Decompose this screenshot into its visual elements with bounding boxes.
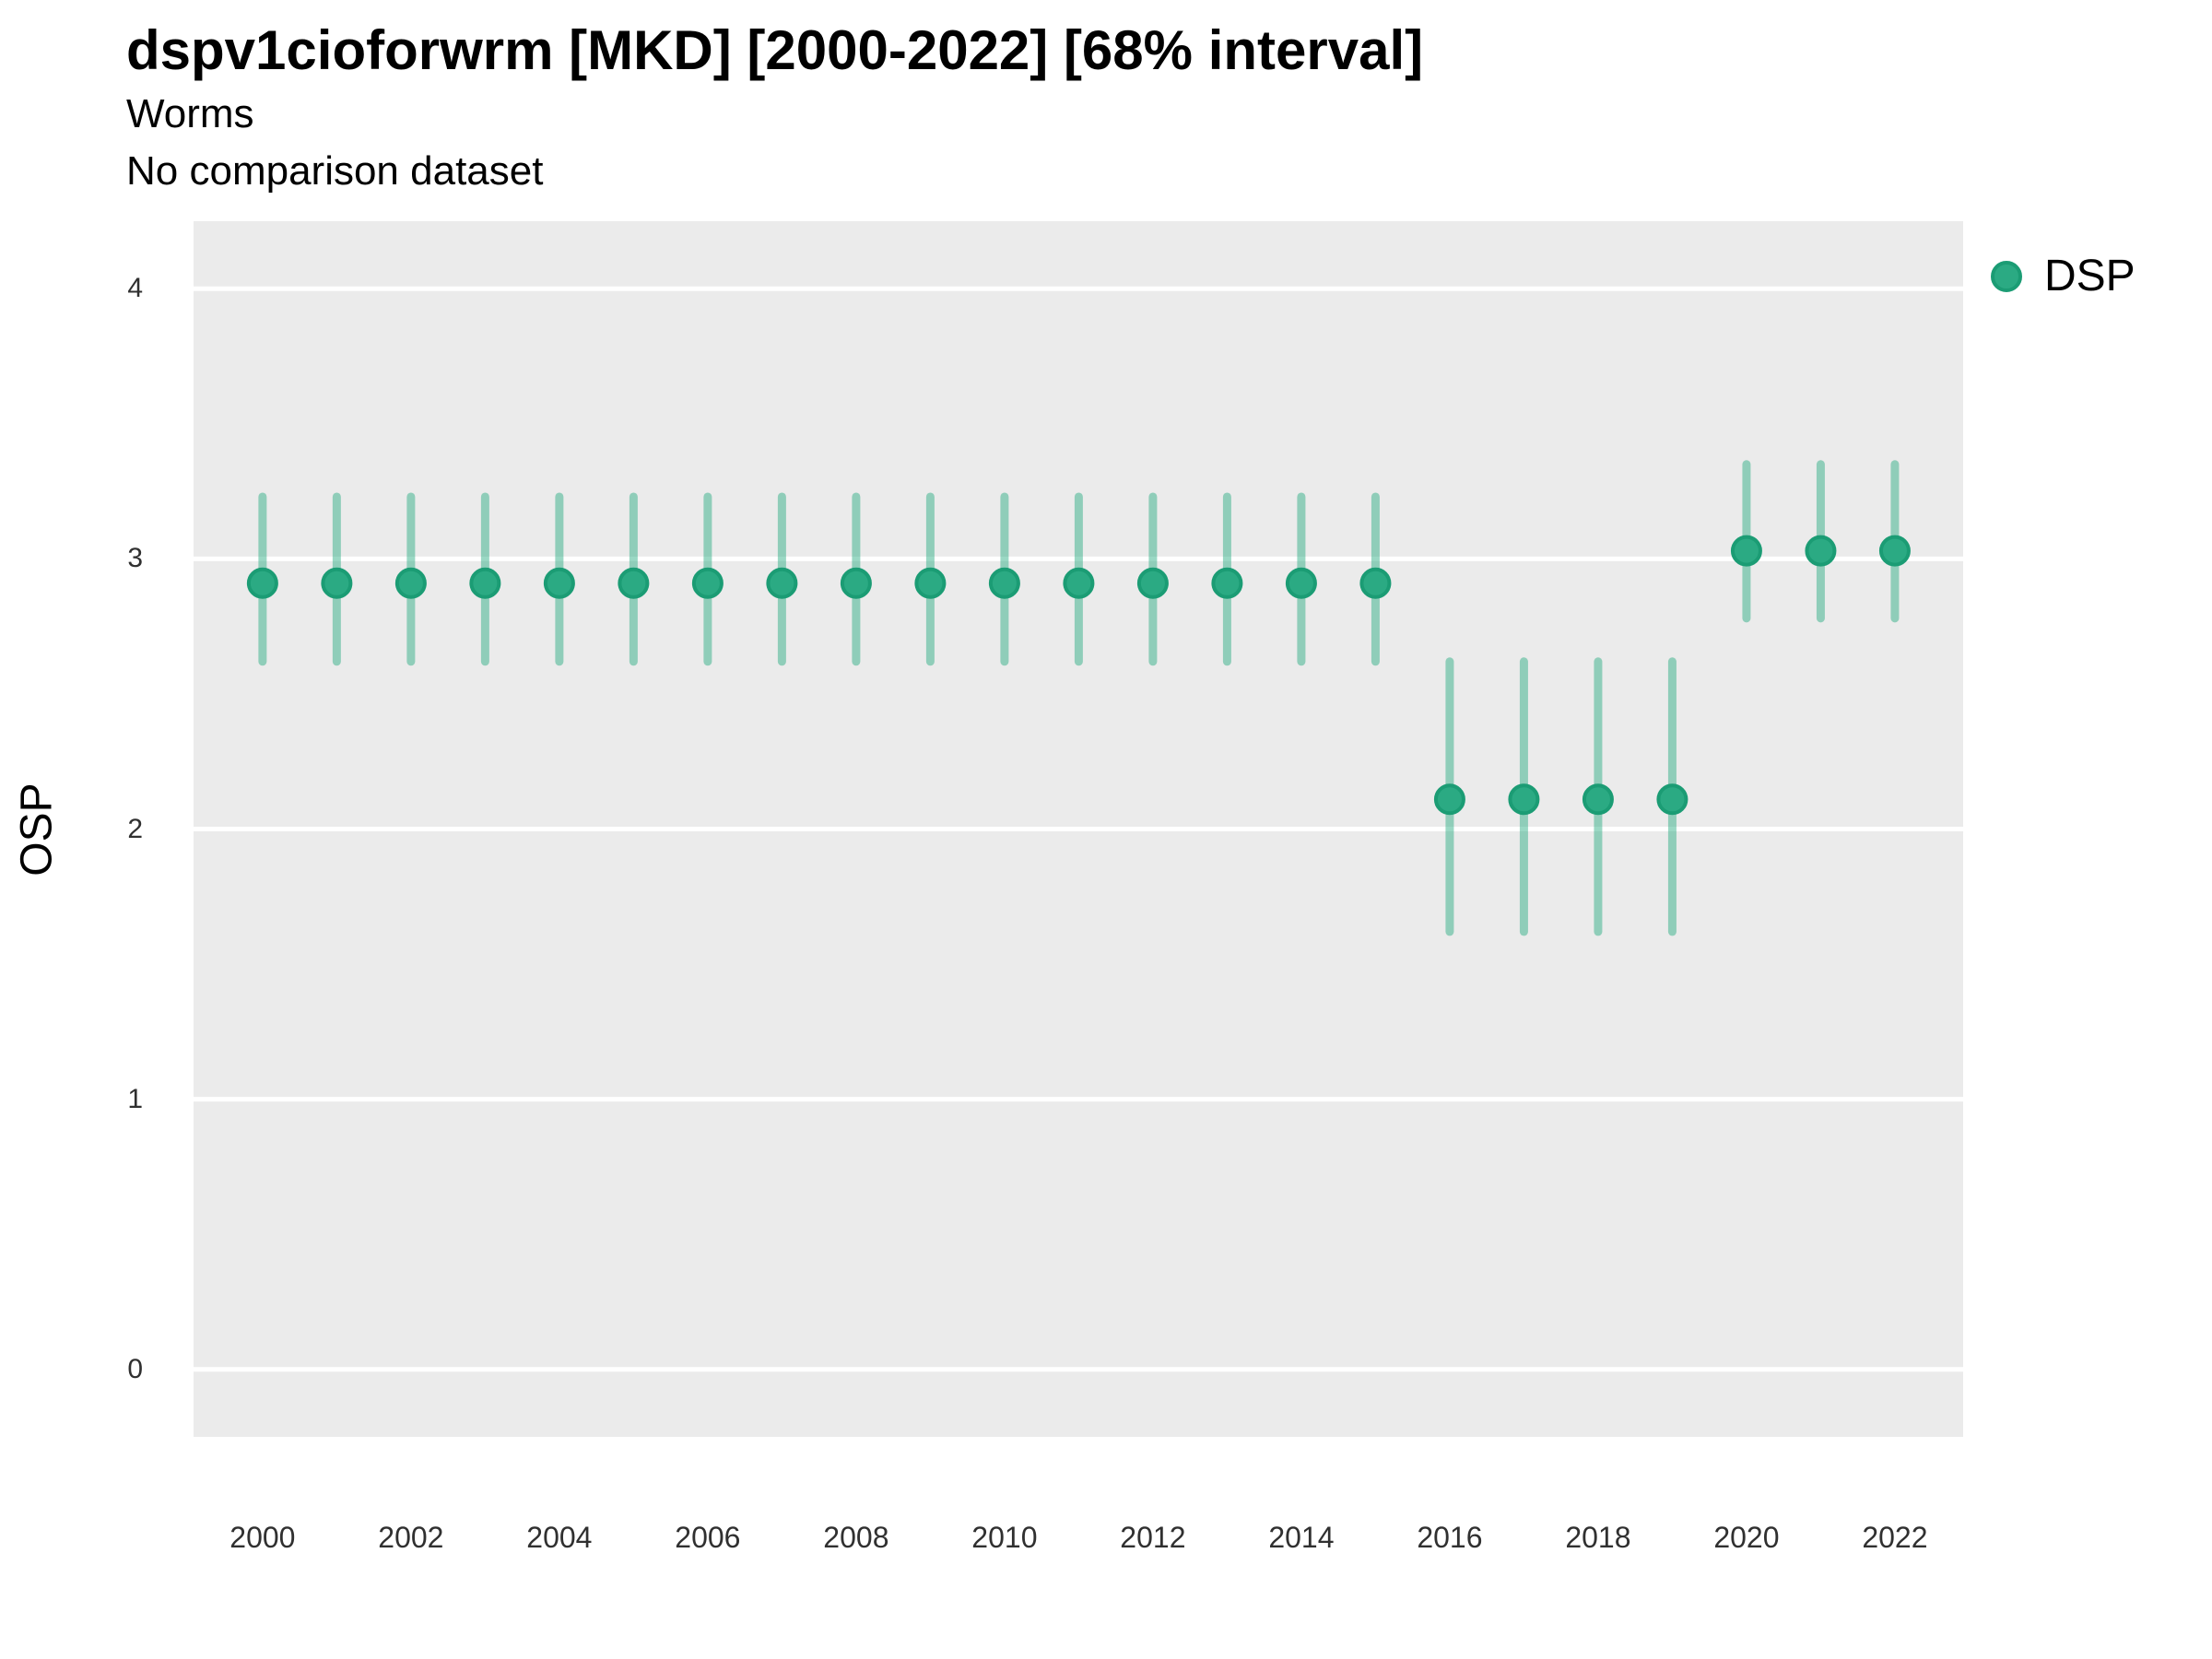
data-point-2006 (691, 567, 724, 599)
legend-label-dsp: DSP (2044, 252, 2136, 300)
data-point-2000 (246, 567, 278, 599)
x-tick-label-2000: 2000 (229, 1521, 296, 1554)
x-tick-label-2020: 2020 (1713, 1521, 1780, 1554)
y-tick-label-2: 2 (127, 813, 143, 844)
y-tick-label-4: 4 (127, 273, 143, 304)
data-point-2004 (543, 567, 575, 599)
plot-panel (194, 221, 1963, 1437)
data-point-2009 (914, 567, 947, 599)
x-tick-label-2006: 2006 (675, 1521, 741, 1554)
data-point-2014 (1285, 567, 1317, 599)
data-point-2002 (394, 567, 427, 599)
y-tick-label-3: 3 (127, 543, 143, 574)
x-tick-label-2002: 2002 (378, 1521, 444, 1554)
legend: DSP (1991, 251, 2136, 301)
y-tick-label-0: 0 (127, 1353, 143, 1384)
x-tick-label-2022: 2022 (1862, 1521, 1928, 1554)
x-tick-label-2004: 2004 (526, 1521, 593, 1554)
data-point-2019 (1656, 783, 1688, 816)
data-point-2018 (1582, 783, 1614, 816)
chart-header: dspv1cioforwrm [MKD] [2000-2022] [68% in… (126, 20, 1423, 195)
legend-point-icon (1991, 260, 2022, 292)
y-tick-label-1: 1 (127, 1083, 143, 1114)
data-point-2022 (1878, 535, 1911, 567)
data-point-2021 (1805, 535, 1837, 567)
data-point-2013 (1211, 567, 1243, 599)
chart-subtitle-line1: Worms (126, 91, 254, 136)
x-tick-label-2008: 2008 (823, 1521, 889, 1554)
data-point-2020 (1730, 535, 1762, 567)
x-tick-label-2010: 2010 (971, 1521, 1038, 1554)
data-point-2005 (618, 567, 650, 599)
x-tick-label-2016: 2016 (1417, 1521, 1483, 1554)
data-point-2011 (1063, 567, 1095, 599)
data-point-2017 (1508, 783, 1540, 816)
data-point-2010 (988, 567, 1020, 599)
data-point-2012 (1136, 567, 1169, 599)
data-point-2016 (1433, 783, 1465, 816)
data-point-2015 (1359, 567, 1392, 599)
data-point-2007 (766, 567, 798, 599)
data-point-2001 (321, 567, 353, 599)
data-point-2003 (469, 567, 501, 599)
x-tick-label-2018: 2018 (1565, 1521, 1631, 1554)
x-tick-label-2014: 2014 (1268, 1521, 1335, 1554)
x-tick-label-2012: 2012 (1120, 1521, 1186, 1554)
chart-subtitle-line2: No comparison dataset (126, 147, 544, 194)
data-point-2008 (840, 567, 872, 599)
plot-canvas (194, 286, 1963, 1372)
chart-title: dspv1cioforwrm [MKD] [2000-2022] [68% in… (126, 19, 1424, 81)
